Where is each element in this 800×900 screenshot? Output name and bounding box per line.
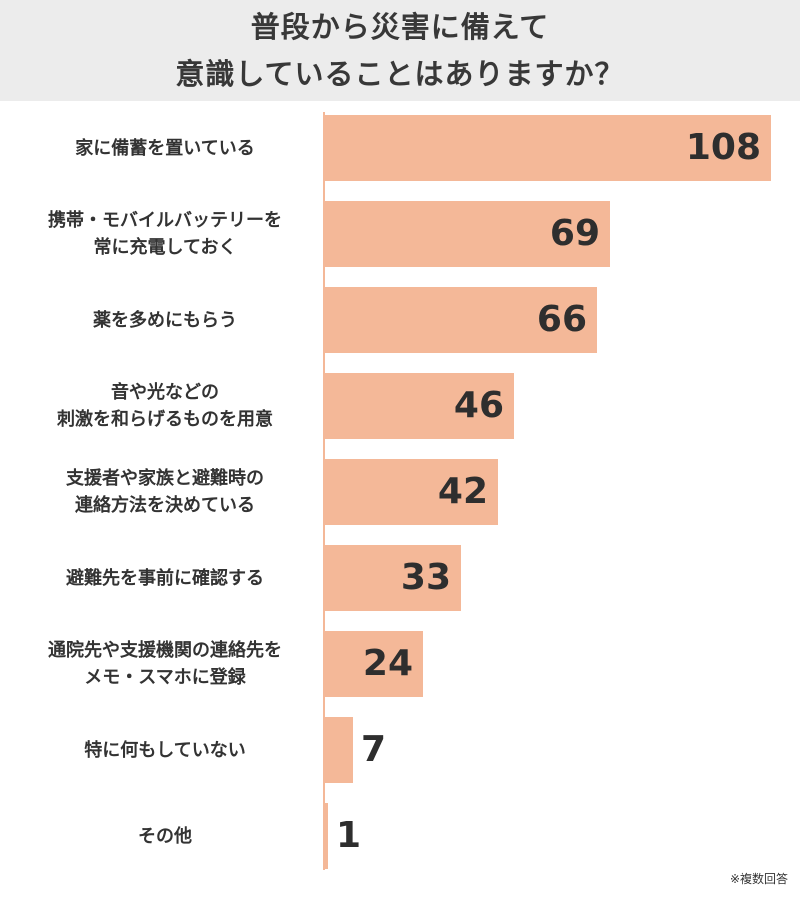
chart-header: 普段から災害に備えて 意識していることはありますか？ [0,0,800,101]
multiple-answer-note: ※複数回答 [729,872,788,886]
bar [324,201,610,267]
category-label: 支援者や家族と避難時の 連絡方法を決めている [0,465,330,519]
category-label: 通院先や支援機関の連絡先を メモ・スマホに登録 [0,637,330,691]
category-label: 避難先を事前に確認する [0,565,330,592]
bar-value-label: 1 [336,815,362,856]
bar-value-label: 69 [549,213,600,254]
chart-title-line-1: 普段から災害に備えて [250,10,550,44]
bar-value-label: 108 [685,127,761,168]
category-label-line: メモ・スマホに登録 [84,667,246,688]
category-label: その他 [0,823,330,850]
category-label-line: 携帯・モバイルバッテリーを [48,210,282,231]
category-label-line: 避難先を事前に確認する [66,567,264,589]
category-label-line: 常に充電しておく [93,237,237,258]
bar-value-label: 33 [400,557,451,598]
bar [324,631,423,697]
bar [324,545,461,611]
category-label-line: 通院先や支援機関の連絡先を [48,640,282,661]
category-label-line: 連絡方法を決めている [75,495,255,516]
category-label-line: 音や光などの [111,382,219,403]
category-label-line: 薬を多めにもらう [93,309,237,331]
bar [324,803,328,869]
bar-value-label: 7 [361,729,387,770]
category-label: 家に備蓄を置いている [0,135,330,162]
bar [324,459,498,525]
bar [324,287,597,353]
bar [324,373,514,439]
chart-title-line-2: 意識していることはありますか？ [175,57,625,91]
category-label-line: 特に何もしていない [84,739,246,761]
bar [324,115,771,181]
bar-value-label: 66 [536,299,587,340]
category-label-line: 家に備蓄を置いている [75,137,255,159]
category-label-line: 刺激を和らげるものを用意 [57,409,273,430]
bar-value-label: 46 [453,385,504,426]
category-label-line: 支援者や家族と避難時の [66,468,264,489]
bar [324,717,353,783]
category-label: 薬を多めにもらう [0,307,330,334]
category-label: 音や光などの刺激を和らげるものを用意 [0,379,330,433]
bar-value-label: 24 [362,643,413,684]
category-label: 特に何もしていない [0,737,330,764]
bar-value-label: 42 [437,471,488,512]
category-label-line: その他 [138,825,192,847]
category-label: 携帯・モバイルバッテリーを 常に充電しておく [0,207,330,261]
